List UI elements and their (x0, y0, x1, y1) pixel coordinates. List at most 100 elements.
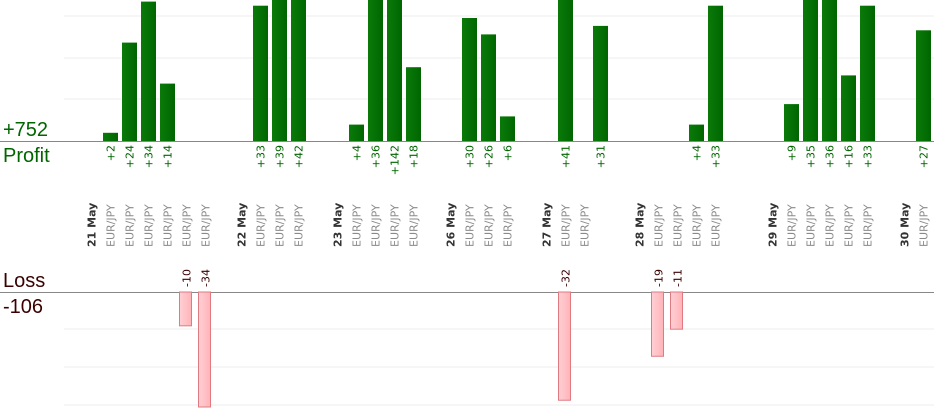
loss-bar (670, 291, 683, 330)
profit-value-label: +14 (162, 145, 175, 168)
profit-bar (500, 116, 515, 141)
profit-bar (103, 132, 118, 141)
pair-label: EUR/JPY (862, 204, 875, 247)
loss-bar (179, 291, 192, 327)
profit-value-label: +27 (918, 145, 931, 168)
loss-value-label: -19 (653, 269, 666, 287)
pair-label: EUR/JPY (843, 204, 856, 247)
profit-bar (272, 0, 287, 141)
loss-bar (651, 291, 664, 357)
profit-bar (558, 0, 573, 141)
profit-bar (406, 67, 421, 141)
pair-label: EUR/JPY (389, 204, 402, 247)
pair-label: EUR/JPY (502, 204, 515, 247)
pair-label: EUR/JPY (653, 204, 666, 247)
profit-bar (593, 25, 608, 141)
loss-value-label: -10 (181, 269, 194, 287)
profit-value-label: +26 (483, 145, 496, 168)
loss-total: -106 (3, 296, 44, 318)
date-label: 27 May (541, 203, 554, 247)
profit-value-label: +6 (502, 145, 515, 161)
pair-label: EUR/JPY (579, 204, 592, 247)
profit-bar (708, 5, 723, 142)
profit-bar (784, 104, 799, 141)
loss-value-label: -34 (200, 269, 213, 287)
pair-label: EUR/JPY (124, 204, 137, 247)
profit-value-label: +142 (389, 145, 402, 175)
pair-label: EUR/JPY (805, 204, 818, 247)
pair-label: EUR/JPY (274, 204, 287, 247)
profit-bar (462, 18, 477, 141)
loss-bar (558, 291, 571, 401)
profit-value-label: +41 (560, 145, 573, 168)
pair-label: EUR/JPY (483, 204, 496, 247)
profit-value-label: +9 (786, 145, 799, 161)
pair-label: EUR/JPY (464, 204, 477, 247)
date-label: 21 May (86, 203, 99, 247)
pair-label: EUR/JPY (370, 204, 383, 247)
profit-value-label: +24 (124, 145, 137, 168)
profit-value-label: +33 (255, 145, 268, 168)
profit-value-label: +31 (595, 145, 608, 168)
profit-bar (822, 0, 837, 141)
pair-label: EUR/JPY (105, 204, 118, 247)
profit-value-label: +33 (710, 145, 723, 168)
pair-label: EUR/JPY (824, 204, 837, 247)
profit-value-label: +42 (293, 145, 306, 168)
profit-bar (122, 42, 137, 141)
date-label: 22 May (236, 203, 249, 247)
profit-bar (916, 30, 931, 141)
profit-bar (368, 0, 383, 141)
pair-label: EUR/JPY (786, 204, 799, 247)
date-label: 30 May (899, 203, 912, 247)
pair-label: EUR/JPY (691, 204, 704, 247)
loss-value-label: -11 (672, 269, 685, 287)
pair-label: EUR/JPY (351, 204, 364, 247)
profit-bar (860, 5, 875, 142)
profit-value-label: +35 (805, 145, 818, 168)
profit-bar (253, 5, 268, 142)
profit-value-label: +16 (843, 145, 856, 168)
profit-value-label: +4 (351, 145, 364, 161)
loss-value-label: -32 (560, 269, 573, 287)
date-label: 28 May (634, 203, 647, 247)
profit-bar (803, 0, 818, 141)
profit-value-label: +36 (370, 145, 383, 168)
profit-bar (689, 124, 704, 141)
pair-label: EUR/JPY (408, 204, 421, 247)
profit-bar (349, 124, 364, 141)
profit-value-label: +4 (691, 145, 704, 161)
profit-value-label: +18 (408, 145, 421, 168)
pair-label: EUR/JPY (672, 204, 685, 247)
profit-bar (841, 75, 856, 141)
profit-value-label: +30 (464, 145, 477, 168)
pair-label: EUR/JPY (200, 204, 213, 247)
profit-bar (481, 34, 496, 141)
profit-bar (160, 83, 175, 141)
pair-label: EUR/JPY (918, 204, 931, 247)
pair-label: EUR/JPY (560, 204, 573, 247)
date-label: 23 May (332, 203, 345, 247)
profit-value-label: +2 (105, 145, 118, 161)
date-label: 29 May (767, 203, 780, 247)
profit-bar (291, 0, 306, 141)
pair-label: EUR/JPY (162, 204, 175, 247)
profit-bar (141, 1, 156, 141)
date-label: 26 May (445, 203, 458, 247)
pair-label: EUR/JPY (143, 204, 156, 247)
loss-label: Loss (3, 270, 46, 292)
profit-value-label: +33 (862, 145, 875, 168)
profit-total: +752 (3, 119, 49, 141)
profit-value-label: +34 (143, 145, 156, 168)
pair-label: EUR/JPY (293, 204, 306, 247)
profit-value-label: +36 (824, 145, 837, 168)
pair-label: EUR/JPY (181, 204, 194, 247)
profit-bar (387, 0, 402, 141)
pair-label: EUR/JPY (710, 204, 723, 247)
pair-label: EUR/JPY (255, 204, 268, 247)
loss-bar (198, 291, 211, 408)
profit-value-label: +39 (274, 145, 287, 168)
profit-label: Profit (3, 145, 50, 167)
